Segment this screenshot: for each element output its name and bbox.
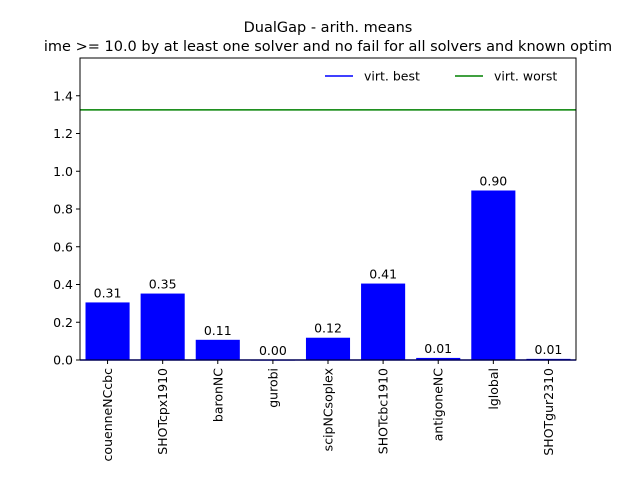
y-tick-label: 0.2 [53, 315, 73, 330]
data-label-SHOTgur2310: 0.01 [535, 342, 563, 357]
bar-baronNC [195, 339, 240, 360]
y-tick-label: 0.0 [53, 353, 73, 368]
y-tick-label: 1.0 [53, 164, 73, 179]
bar-couenneNCcbc [85, 302, 130, 360]
y-tick-label: 0.4 [53, 277, 73, 292]
data-label-lglobal: 0.90 [479, 174, 507, 189]
data-label-couenneNCcbc: 0.31 [94, 285, 122, 300]
data-label-SHOTcpx1910: 0.35 [149, 277, 177, 292]
x-tick-label-SHOTcpx1910: SHOTcpx1910 [155, 368, 170, 455]
bar-scipNCsoplex [305, 337, 351, 360]
x-tick-label-antigoneNC: antigoneNC [431, 368, 446, 442]
legend-label-virt-best: virt. best [364, 69, 420, 84]
chart-subtitle: ime >= 10.0 by at least one solver and n… [44, 39, 612, 55]
y-axis: 0.0 0.2 0.4 0.6 0.8 1.0 1.2 1.4 [53, 88, 80, 368]
x-tick-label-couenneNCcbc: couenneNCcbc [100, 368, 115, 462]
data-label-SHOTcbc1910: 0.41 [369, 267, 397, 282]
bar-SHOTcpx1910 [140, 293, 185, 360]
x-tick-label-lglobal: lglobal [486, 368, 501, 410]
legend-label-virt-worst: virt. worst [494, 69, 557, 84]
x-tick-label-scipNCsoplex: scipNCsoplex [321, 368, 336, 451]
bar-antigoneNC [416, 357, 461, 360]
data-label-gurobi: 0.00 [259, 343, 287, 358]
x-tick-label-gurobi: gurobi [265, 368, 280, 408]
x-axis: couenneNCcbc SHOTcpx1910 baronNC gurobi scip… [100, 360, 556, 461]
bars-group [85, 190, 571, 361]
data-label-scipNCsoplex: 0.12 [314, 321, 342, 336]
y-tick-label: 1.4 [53, 88, 73, 103]
x-tick-label-SHOTgur2310: SHOTgur2310 [541, 368, 556, 456]
chart-title: DualGap - arith. means [244, 20, 413, 36]
y-tick-label: 0.6 [53, 239, 73, 254]
y-tick-label: 0.8 [53, 202, 73, 217]
bar-SHOTcbc1910 [361, 283, 406, 360]
x-tick-label-baronNC: baronNC [210, 368, 225, 422]
x-tick-label-SHOTcbc1910: SHOTcbc1910 [376, 368, 391, 454]
legend: virt. best virt. worst [325, 69, 557, 84]
bar-lglobal [471, 190, 516, 360]
data-labels-group: 0.31 0.35 0.11 0.00 0.12 0.41 0.01 0.90 0.01 [94, 174, 563, 358]
data-label-antigoneNC: 0.01 [424, 341, 452, 356]
data-label-baronNC: 0.11 [204, 323, 232, 338]
y-tick-label: 1.2 [53, 126, 73, 141]
